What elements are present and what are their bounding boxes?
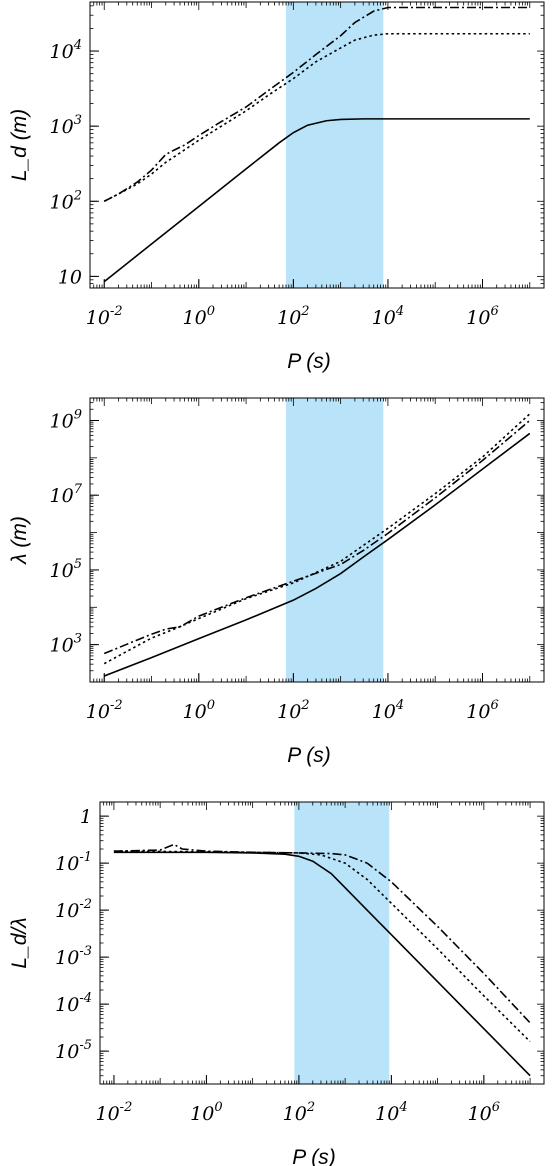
y-tick-label: 10-4 — [55, 991, 92, 1016]
y-tick-label: 107 — [50, 482, 83, 507]
y-tick-label: 10-2 — [55, 897, 92, 922]
x-tick-label: 100 — [190, 1100, 222, 1125]
x-tick-label: 100 — [183, 304, 215, 329]
series-dashdot-line — [113, 843, 531, 1024]
y-tick-label: 103 — [50, 632, 82, 657]
shaded-region — [286, 398, 384, 682]
x-tick-label: 10-2 — [86, 698, 123, 723]
y-axis-label: L_d (m) — [8, 109, 31, 181]
x-tick-label: 106 — [466, 698, 498, 723]
series-solid-line — [103, 432, 531, 677]
shaded-region — [286, 2, 384, 288]
plot-frame — [89, 397, 545, 683]
y-tick-label: 104 — [50, 38, 82, 63]
y-tick-label: 105 — [50, 557, 82, 582]
x-tick-label: 104 — [375, 1100, 407, 1125]
x-axis-label: P (s) — [287, 744, 331, 767]
y-tick-label: 1 — [80, 806, 92, 828]
series-solid-line — [103, 118, 530, 283]
y-tick-label: 10-1 — [55, 850, 92, 875]
plot-frame — [89, 1, 545, 289]
x-tick-label: 102 — [283, 1100, 315, 1125]
panel-lambda-vs-period: 10-2 100 102 104 106 103 105 107 109 P (s) λ (m) — [8, 397, 545, 767]
series-dotted-line — [103, 32, 530, 202]
y-tick-label: 103 — [50, 113, 82, 138]
x-tick-label: 106 — [468, 1100, 500, 1125]
x-tick-label: 100 — [183, 698, 215, 723]
x-tick-label: 106 — [466, 304, 498, 329]
y-tick-label: 10 — [58, 266, 82, 288]
x-tick-label: 10-2 — [95, 1100, 132, 1125]
y-tick-label: 10-3 — [55, 944, 92, 969]
x-axis-label: P (s) — [287, 350, 331, 373]
y-axis-label: λ (m) — [8, 516, 31, 565]
y-axis-label: L_d/λ — [8, 917, 31, 968]
x-tick-label: 102 — [277, 304, 309, 329]
y-tick-label: 102 — [50, 188, 82, 213]
y-tick-label: 109 — [50, 407, 82, 432]
x-axis-label: P (s) — [292, 1146, 336, 1166]
x-tick-label: 104 — [372, 698, 404, 723]
panel-ratio-vs-period: 10-2 100 102 104 106 1 10-1 10-2 10-3 10-4 10-5 P (… — [8, 801, 545, 1166]
x-tick-label: 104 — [372, 304, 404, 329]
x-tick-label: 10-2 — [86, 304, 123, 329]
x-tick-label: 102 — [277, 698, 309, 723]
series-dashdot-line — [103, 6, 530, 202]
y-tick-label: 10-5 — [55, 1038, 92, 1063]
shaded-region — [294, 802, 390, 1084]
panel-ld-vs-period: 10-2 100 102 104 106 10 102 103 104 P (s) L_d (m) — [8, 1, 545, 373]
